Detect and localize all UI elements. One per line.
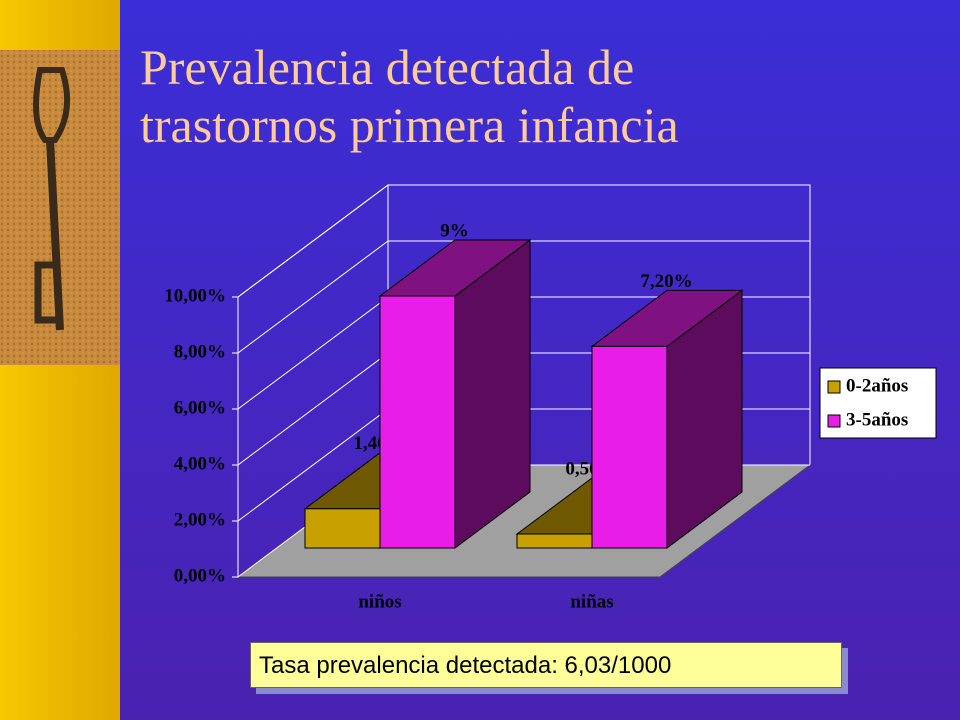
x-tick-label: niños xyxy=(358,591,401,612)
y-tick-label: 6,00% xyxy=(174,397,226,418)
bar xyxy=(304,508,381,549)
note-box: Tasa prevalencia detectada: 6,03/1000 xyxy=(250,642,842,688)
x-tick-label: niñas xyxy=(570,591,613,612)
grid-line xyxy=(237,240,810,354)
legend-swatch xyxy=(827,380,841,394)
side-stripe xyxy=(0,0,120,720)
data-label: 9% xyxy=(440,220,469,241)
y-tick-label: 0,00% xyxy=(174,565,226,586)
legend-label: 0-2años xyxy=(846,375,908,396)
key-bit xyxy=(34,261,58,324)
slide-title: Prevalencia detectada de trastornos prim… xyxy=(140,39,679,153)
y-tick-label: 10,00% xyxy=(164,285,226,306)
key-picture xyxy=(0,50,120,365)
data-label: 7,20% xyxy=(640,271,692,292)
legend-swatch xyxy=(827,414,841,428)
y-tick-label: 4,00% xyxy=(174,453,226,474)
key-bow xyxy=(33,67,71,143)
y-tick-label: 8,00% xyxy=(174,341,226,362)
grid-line xyxy=(237,184,810,298)
bar xyxy=(591,345,668,549)
bar xyxy=(379,295,456,549)
y-tick-label: 2,00% xyxy=(174,509,226,530)
legend-label: 3-5años xyxy=(846,409,908,430)
key-shaft xyxy=(46,139,64,331)
bar xyxy=(516,533,593,549)
